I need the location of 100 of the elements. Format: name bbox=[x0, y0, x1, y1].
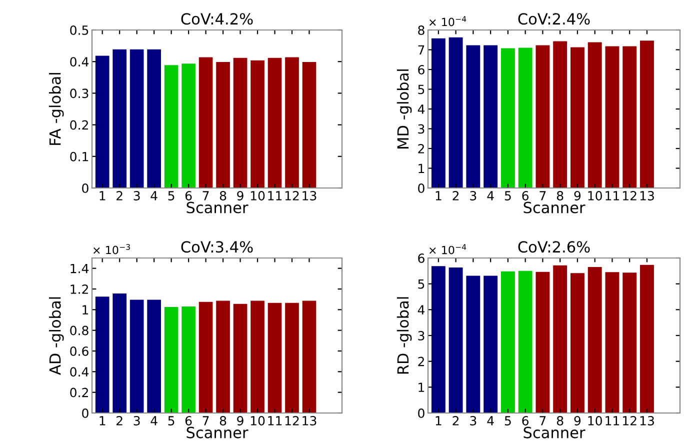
x-tick-label: 5 bbox=[168, 191, 174, 200]
x-axis-title: Scanner bbox=[524, 426, 586, 438]
x-tick-label: 6 bbox=[522, 416, 529, 426]
x-tick-label: 10 bbox=[250, 416, 265, 426]
y-tick-label: 2 bbox=[418, 144, 424, 154]
y-tick-label: 4 bbox=[418, 305, 425, 314]
x-axis-title: Scanner bbox=[186, 426, 248, 438]
y-tick-label: 1 bbox=[418, 164, 424, 173]
y-tick-label: 6 bbox=[418, 253, 424, 263]
x-tick-label: 10 bbox=[588, 416, 602, 426]
text: × 10$^{−4}$ bbox=[430, 16, 466, 26]
y-tick-label: 5 bbox=[418, 84, 424, 94]
x-tick-label: 6 bbox=[185, 191, 192, 200]
y-tick-label: 1.2 bbox=[70, 284, 88, 294]
y-tick-label: 0 bbox=[82, 408, 88, 418]
y-tick-label: 0 bbox=[418, 183, 424, 193]
x-tick-label: 11 bbox=[606, 191, 620, 200]
x-tick-label: 8 bbox=[220, 191, 226, 200]
bar bbox=[534, 44, 551, 188]
x-tick-label: 9 bbox=[237, 191, 244, 200]
x-tick-label: 7 bbox=[202, 191, 209, 200]
x-tick-label: 4 bbox=[487, 191, 494, 200]
y-tick-label: 6 bbox=[418, 64, 424, 74]
x-tick-label: 12 bbox=[623, 191, 636, 200]
x-tick-label: 3 bbox=[134, 191, 140, 200]
x-tick-label: 9 bbox=[574, 191, 581, 200]
x-tick-label: 12 bbox=[285, 416, 299, 426]
x-tick-label: 11 bbox=[268, 191, 282, 200]
bar bbox=[465, 274, 481, 413]
x-tick-label: 13 bbox=[302, 416, 316, 426]
bar bbox=[430, 37, 446, 188]
x-tick-label: 2 bbox=[116, 191, 122, 200]
x-tick-label: 13 bbox=[640, 416, 654, 426]
x-tick-label: 12 bbox=[285, 191, 299, 200]
y-tick-label: 0.4 bbox=[70, 57, 89, 67]
text: × 10$^{−3}$ bbox=[94, 244, 130, 254]
x-tick-label: 8 bbox=[556, 416, 564, 426]
y-tick-label: 7 bbox=[418, 45, 424, 54]
y-axis-title: FA -global bbox=[49, 73, 64, 145]
y-axis-title: AD -global bbox=[49, 297, 64, 375]
bar bbox=[448, 266, 464, 413]
x-tick-label: 11 bbox=[606, 416, 620, 426]
y-tick-label: 8 bbox=[418, 25, 424, 35]
y-tick-label: 4 bbox=[418, 104, 425, 114]
y-tick-label: 0.2 bbox=[70, 388, 88, 398]
x-tick-label: 7 bbox=[540, 416, 546, 426]
y-tick-label: 1 bbox=[82, 305, 88, 314]
y-tick-label: 0.6 bbox=[70, 346, 88, 356]
x-tick-label: 2 bbox=[116, 416, 122, 426]
x-tick-label: 6 bbox=[185, 416, 192, 426]
bar bbox=[94, 54, 110, 188]
x-tick-label: 11 bbox=[268, 416, 282, 426]
y-axis-title: MD -global bbox=[396, 69, 412, 148]
x-tick-label: 12 bbox=[623, 416, 636, 426]
x-tick-label: 7 bbox=[540, 191, 546, 200]
y-tick-label: 0 bbox=[82, 183, 88, 193]
x-tick-label: 8 bbox=[220, 416, 226, 426]
y-tick-label: 5 bbox=[418, 279, 424, 289]
x-tick-label: 8 bbox=[556, 191, 564, 200]
y-tick-label: 1 bbox=[418, 382, 424, 392]
x-tick-label: 5 bbox=[504, 416, 511, 426]
x-tick-label: 10 bbox=[588, 191, 602, 200]
bar bbox=[284, 56, 300, 188]
x-tick-label: 1 bbox=[436, 191, 442, 200]
bar bbox=[518, 46, 534, 188]
y-tick-label: 0.1 bbox=[70, 152, 88, 162]
y-tick-label: 0.4 bbox=[70, 367, 89, 377]
chart-title: CoV:4.2% bbox=[181, 13, 253, 25]
bar bbox=[604, 271, 620, 413]
x-tick-label: 9 bbox=[574, 416, 581, 426]
x-tick-label: 4 bbox=[150, 416, 158, 426]
x-tick-label: 5 bbox=[168, 416, 174, 426]
text: × 10$^{−4}$ bbox=[430, 244, 466, 254]
x-tick-label: 4 bbox=[150, 191, 158, 200]
x-tick-label: 10 bbox=[250, 191, 265, 200]
y-tick-label: 0.3 bbox=[70, 88, 88, 98]
x-tick-label: 5 bbox=[504, 191, 511, 200]
bar bbox=[534, 271, 551, 413]
bar bbox=[518, 270, 534, 413]
chart-title: CoV:2.4% bbox=[518, 13, 590, 25]
x-tick-label: 3 bbox=[470, 191, 476, 200]
x-tick-label: 4 bbox=[487, 416, 494, 426]
x-tick-label: 2 bbox=[452, 191, 459, 200]
x-tick-label: 3 bbox=[134, 416, 140, 426]
x-tick-label: 13 bbox=[640, 191, 654, 200]
y-tick-label: 3 bbox=[418, 124, 424, 134]
x-tick-label: 7 bbox=[202, 416, 209, 426]
bar bbox=[465, 44, 481, 188]
x-tick-label: 6 bbox=[522, 191, 529, 200]
chart-title: CoV:2.6% bbox=[518, 241, 590, 253]
x-tick-label: 1 bbox=[100, 191, 106, 200]
y-axis-title: RD -global bbox=[396, 297, 412, 374]
y-tick-label: 0.5 bbox=[70, 25, 88, 35]
y-tick-label: 0 bbox=[418, 408, 424, 418]
x-tick-label: 1 bbox=[100, 416, 106, 426]
x-tick-label: 3 bbox=[470, 416, 476, 426]
y-tick-label: 0.2 bbox=[70, 120, 88, 130]
x-tick-label: 13 bbox=[302, 191, 316, 200]
y-tick-label: 0.8 bbox=[70, 326, 88, 336]
bar bbox=[430, 265, 446, 413]
